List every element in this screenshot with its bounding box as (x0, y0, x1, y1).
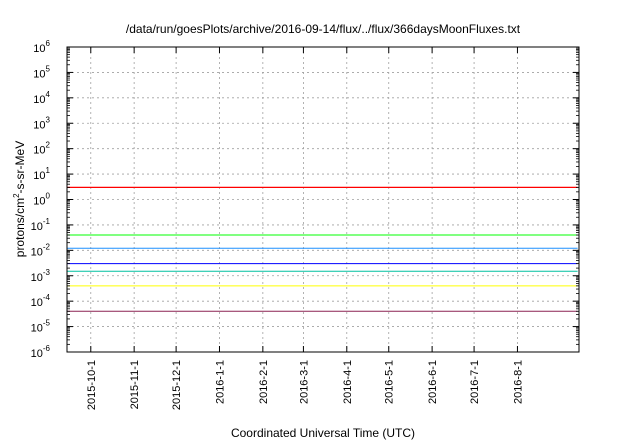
y-axis-tick-labels: 10-610-510-410-310-210-11001011021031041… (31, 39, 51, 360)
y-tick-label: 104 (33, 90, 50, 106)
y-tick-exponent: 1 (46, 166, 51, 175)
y-tick-base: 10 (33, 94, 45, 106)
y-tick-exponent: 6 (46, 39, 51, 48)
y-tick-base: 10 (33, 68, 45, 80)
y-tick-exponent: 4 (46, 90, 51, 99)
y-tick-base: 10 (33, 43, 45, 55)
y-tick-exponent: 5 (46, 64, 51, 73)
y-tick-exponent: -3 (43, 268, 51, 277)
chart-title: /data/run/goesPlots/archive/2016-09-14/f… (126, 22, 521, 36)
y-tick-exponent: 0 (46, 192, 51, 201)
x-tick-label: 2015-11-1 (129, 360, 141, 409)
chart-plot-area (66, 46, 580, 353)
y-axis-label-superscript: 2 (12, 193, 21, 198)
y-tick-base: 10 (31, 221, 43, 233)
y-tick-label: 100 (33, 192, 50, 208)
x-tick-label: 2015-10-1 (86, 360, 98, 410)
y-tick-label: 103 (33, 115, 50, 131)
x-axis-label: Coordinated Universal Time (UTC) (231, 426, 415, 440)
y-tick-base: 10 (31, 246, 43, 258)
y-tick-base: 10 (33, 145, 45, 157)
y-tick-base: 10 (31, 272, 43, 284)
y-tick-exponent: -6 (43, 344, 51, 353)
y-tick-exponent: -4 (43, 293, 51, 302)
x-tick-label: 2016-3-1 (298, 360, 310, 404)
y-tick-base: 10 (33, 196, 45, 208)
y-tick-exponent: -1 (43, 217, 51, 226)
grid-lines (67, 47, 579, 352)
y-tick-label: 102 (33, 141, 50, 157)
y-tick-label: 105 (33, 64, 50, 80)
y-tick-label: 106 (33, 39, 50, 55)
y-tick-base: 10 (33, 170, 45, 182)
y-tick-exponent: 2 (46, 141, 51, 150)
x-tick-label: 2016-5-1 (384, 360, 396, 404)
y-tick-exponent: -5 (43, 319, 51, 328)
y-tick-exponent: -2 (43, 242, 51, 251)
x-tick-label: 2016-6-1 (427, 360, 439, 404)
x-tick-label: 2016-2-1 (258, 360, 270, 404)
y-tick-base: 10 (33, 119, 45, 131)
x-tick-label: 2016-7-1 (469, 360, 481, 404)
x-tick-label: 2016-8-1 (512, 360, 524, 404)
data-series (67, 186, 578, 312)
axis-ticks (67, 46, 579, 353)
y-tick-base: 10 (31, 297, 43, 309)
y-tick-label: 10-6 (31, 344, 51, 360)
y-tick-label: 10-4 (31, 293, 51, 309)
y-axis-label: protons/cm2-s-sr-MeV (12, 141, 27, 257)
y-tick-label: 10-2 (31, 242, 51, 258)
y-tick-label: 101 (33, 166, 50, 182)
y-tick-base: 10 (31, 348, 43, 360)
y-tick-exponent: 3 (46, 115, 51, 124)
y-tick-label: 10-3 (31, 268, 51, 284)
x-tick-label: 2016-4-1 (342, 360, 354, 404)
x-tick-label: 2015-12-1 (171, 360, 183, 410)
y-tick-label: 10-5 (31, 319, 51, 335)
y-tick-label: 10-1 (31, 217, 51, 233)
x-tick-label: 2016-1-1 (214, 360, 226, 404)
y-axis-label-main: protons/cm (13, 198, 27, 257)
y-axis-label-rest: -s-sr-MeV (13, 141, 27, 194)
y-tick-base: 10 (31, 323, 43, 335)
x-axis-tick-labels: 2015-10-1 2015-11-1 2015-12-1 2016-1-1 2016-… (86, 360, 525, 410)
